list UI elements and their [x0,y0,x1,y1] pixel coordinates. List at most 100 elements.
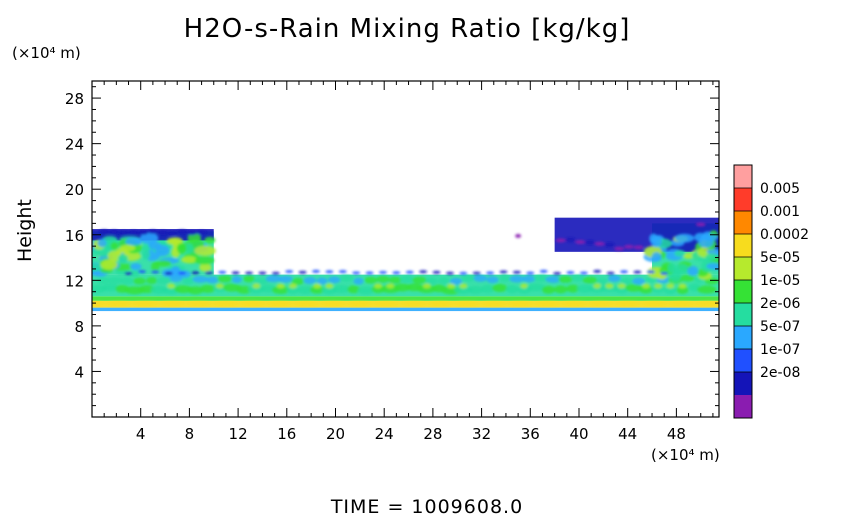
colorbar-swatch [734,280,752,303]
contour-blob [606,271,615,275]
contour-blob [258,271,267,275]
contour-blob [632,277,646,285]
contour-blob [386,283,395,289]
colorbar-label: 2e-06 [760,296,800,312]
contour-blob [459,283,468,289]
contour-blob [594,241,605,246]
contour-blob [539,269,548,273]
contour-blob [217,275,233,283]
contour-blob [158,301,187,307]
contour-blob [706,262,719,270]
colorbar-label: 0.005 [760,181,800,197]
x-tick-label: 8 [185,425,195,443]
colorbar-label: 5e-05 [760,250,800,266]
x-tick-label: 20 [326,425,345,443]
contour-blob [575,240,586,245]
contour-blob [596,277,608,285]
contour-blob [582,276,598,284]
contour-blob [640,301,669,307]
contour-blob [253,277,270,285]
contour-blob [461,274,475,282]
contour-blob [223,283,241,292]
contour-blob [291,277,305,285]
contour-blob [378,270,387,275]
contour-blob [545,275,562,283]
colorbar-label: 2e-08 [760,365,800,381]
y-tick-label: 12 [65,272,84,290]
contour-blob [372,301,401,307]
contour-blob [164,271,173,275]
contour-blob [607,275,621,283]
colorbar-swatch [734,372,752,395]
contour-blob [505,285,519,294]
contour-blob [231,271,240,275]
contour-blob [352,271,361,275]
x-tick-label: 32 [472,425,491,443]
contour-blob [638,285,653,294]
x-tick-label: 12 [229,425,248,443]
contour-blob [156,277,172,285]
contour-blob [492,284,508,293]
contour-blob [100,259,118,270]
contour-blob [687,265,699,277]
contour-blob [565,237,576,242]
contour-blob [566,284,580,293]
contour-blob [472,271,481,275]
contour-blob [365,271,374,275]
contour-blob [211,301,240,307]
contour-blob [399,301,428,307]
contour-blob [473,274,488,282]
contour-blob [110,241,119,250]
x-tick-label: 28 [423,425,442,443]
contour-blob [651,251,662,262]
contour-blob [625,283,643,292]
contour-blob [613,301,642,307]
contour-blob [319,301,348,307]
contour-blob [499,270,508,274]
contour-blob [328,276,341,284]
contour-blob [419,270,428,274]
contour-blob [706,248,719,255]
contour-blob [120,277,134,285]
contour-blob [522,275,536,283]
contour-blob [138,230,149,235]
contour-blob [141,249,151,260]
contour-blob [181,256,198,264]
contour-blob [107,276,123,284]
contour-blob [286,285,300,294]
contour-blob [303,277,317,285]
contour-blob [438,277,450,285]
contour-blob [520,283,529,289]
colorbar-swatch [734,303,752,326]
contour-blob [357,286,375,295]
x-axis-unit: (×10⁴ m) [651,446,720,464]
contour-blob [312,269,321,273]
contour-blob [245,271,254,275]
contour-blob [678,283,687,289]
contour-blob [124,271,133,276]
contour-blob [182,277,194,285]
contour-blob [130,263,142,271]
contour-blob [412,276,427,284]
chart-title: H2O-s-Rain Mixing Ratio [kg/kg] [183,14,631,44]
contour-blob [325,283,334,289]
contour-blob [128,230,139,235]
contour-blob [459,271,468,275]
contour-blob [325,270,334,274]
contour-blob [238,301,267,307]
contour-blob [533,274,549,282]
contour-blob [449,277,463,285]
contour-blob [646,270,655,274]
contour-blob [125,237,142,246]
x-tick-label: 36 [521,425,540,443]
contour-blob [604,242,615,247]
contour-blob [196,230,207,235]
contour-blob [166,237,178,245]
contour-blob [576,284,594,293]
contour-blob [104,301,133,307]
contour-blob [339,274,354,282]
contour-blob [674,233,695,243]
colorbar-label: 0.001 [760,204,800,220]
contour-blob [345,301,374,307]
contour-blob [204,271,213,275]
